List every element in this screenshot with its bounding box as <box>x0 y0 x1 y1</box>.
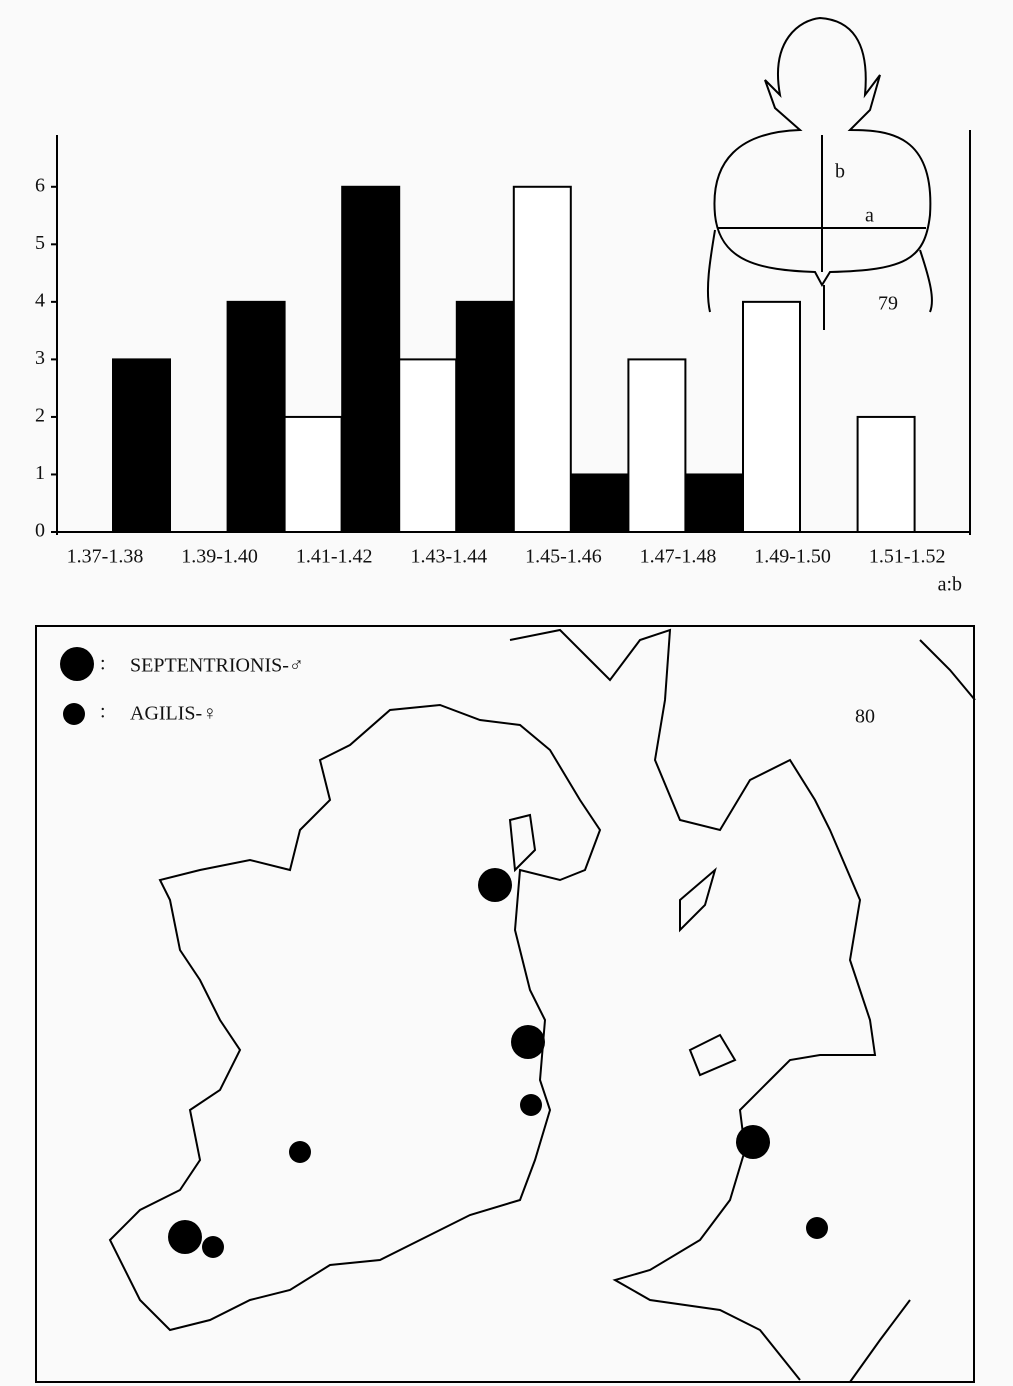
legend-entry: SEPTENTRIONIS-♂ <box>130 655 304 677</box>
female-marker <box>520 1094 542 1116</box>
y-tick-label: 0 <box>35 520 45 542</box>
bar <box>283 415 343 534</box>
map-frame <box>35 625 975 1383</box>
bar <box>398 358 458 533</box>
male-marker <box>478 868 512 902</box>
markers <box>60 647 828 1258</box>
y-tick-label: 4 <box>35 289 45 311</box>
x-axis-label: a:b <box>938 574 962 596</box>
legend-female-marker <box>63 703 85 725</box>
legend-male-marker <box>60 647 94 681</box>
x-tick-label: 1.51-1.52 <box>869 546 946 568</box>
male-marker <box>736 1125 770 1159</box>
y-tick-label: 3 <box>35 347 45 369</box>
x-tick-label: 1.47-1.48 <box>640 546 717 568</box>
bar <box>685 473 744 534</box>
inset-drawing <box>706 16 933 330</box>
y-tick-label: 2 <box>35 405 45 427</box>
legend-colon: : <box>100 701 106 723</box>
x-tick-label: 1.39-1.40 <box>181 546 258 568</box>
y-tick-label: 1 <box>35 462 45 484</box>
bar <box>512 185 572 533</box>
bar <box>226 300 286 533</box>
x-tick-label: 1.45-1.46 <box>525 546 602 568</box>
legend-entry: AGILIS-♀ <box>130 703 217 725</box>
x-tick-label: 1.49-1.50 <box>754 546 831 568</box>
x-tick-label: 1.41-1.42 <box>296 546 373 568</box>
legend-colon: : <box>100 653 106 675</box>
annotation: a <box>865 205 874 227</box>
female-marker <box>806 1217 828 1239</box>
bar <box>742 300 801 533</box>
x-tick-label: 1.43-1.44 <box>410 546 487 568</box>
map-label: 80 <box>855 706 875 728</box>
female-marker <box>289 1141 311 1163</box>
bar <box>455 300 515 533</box>
annotation: 79 <box>878 293 898 315</box>
bar <box>112 358 171 533</box>
coastline <box>108 628 976 1383</box>
male-marker <box>511 1025 545 1059</box>
x-tick-label: 1.37-1.38 <box>67 546 144 568</box>
annotation: b <box>835 161 845 183</box>
male-marker <box>168 1220 202 1254</box>
bar <box>341 185 401 533</box>
bar <box>570 473 630 534</box>
female-marker <box>202 1236 224 1258</box>
y-tick-label: 5 <box>35 232 45 254</box>
y-tick-label: 6 <box>35 174 45 196</box>
bar <box>627 358 687 533</box>
bar <box>856 415 916 534</box>
